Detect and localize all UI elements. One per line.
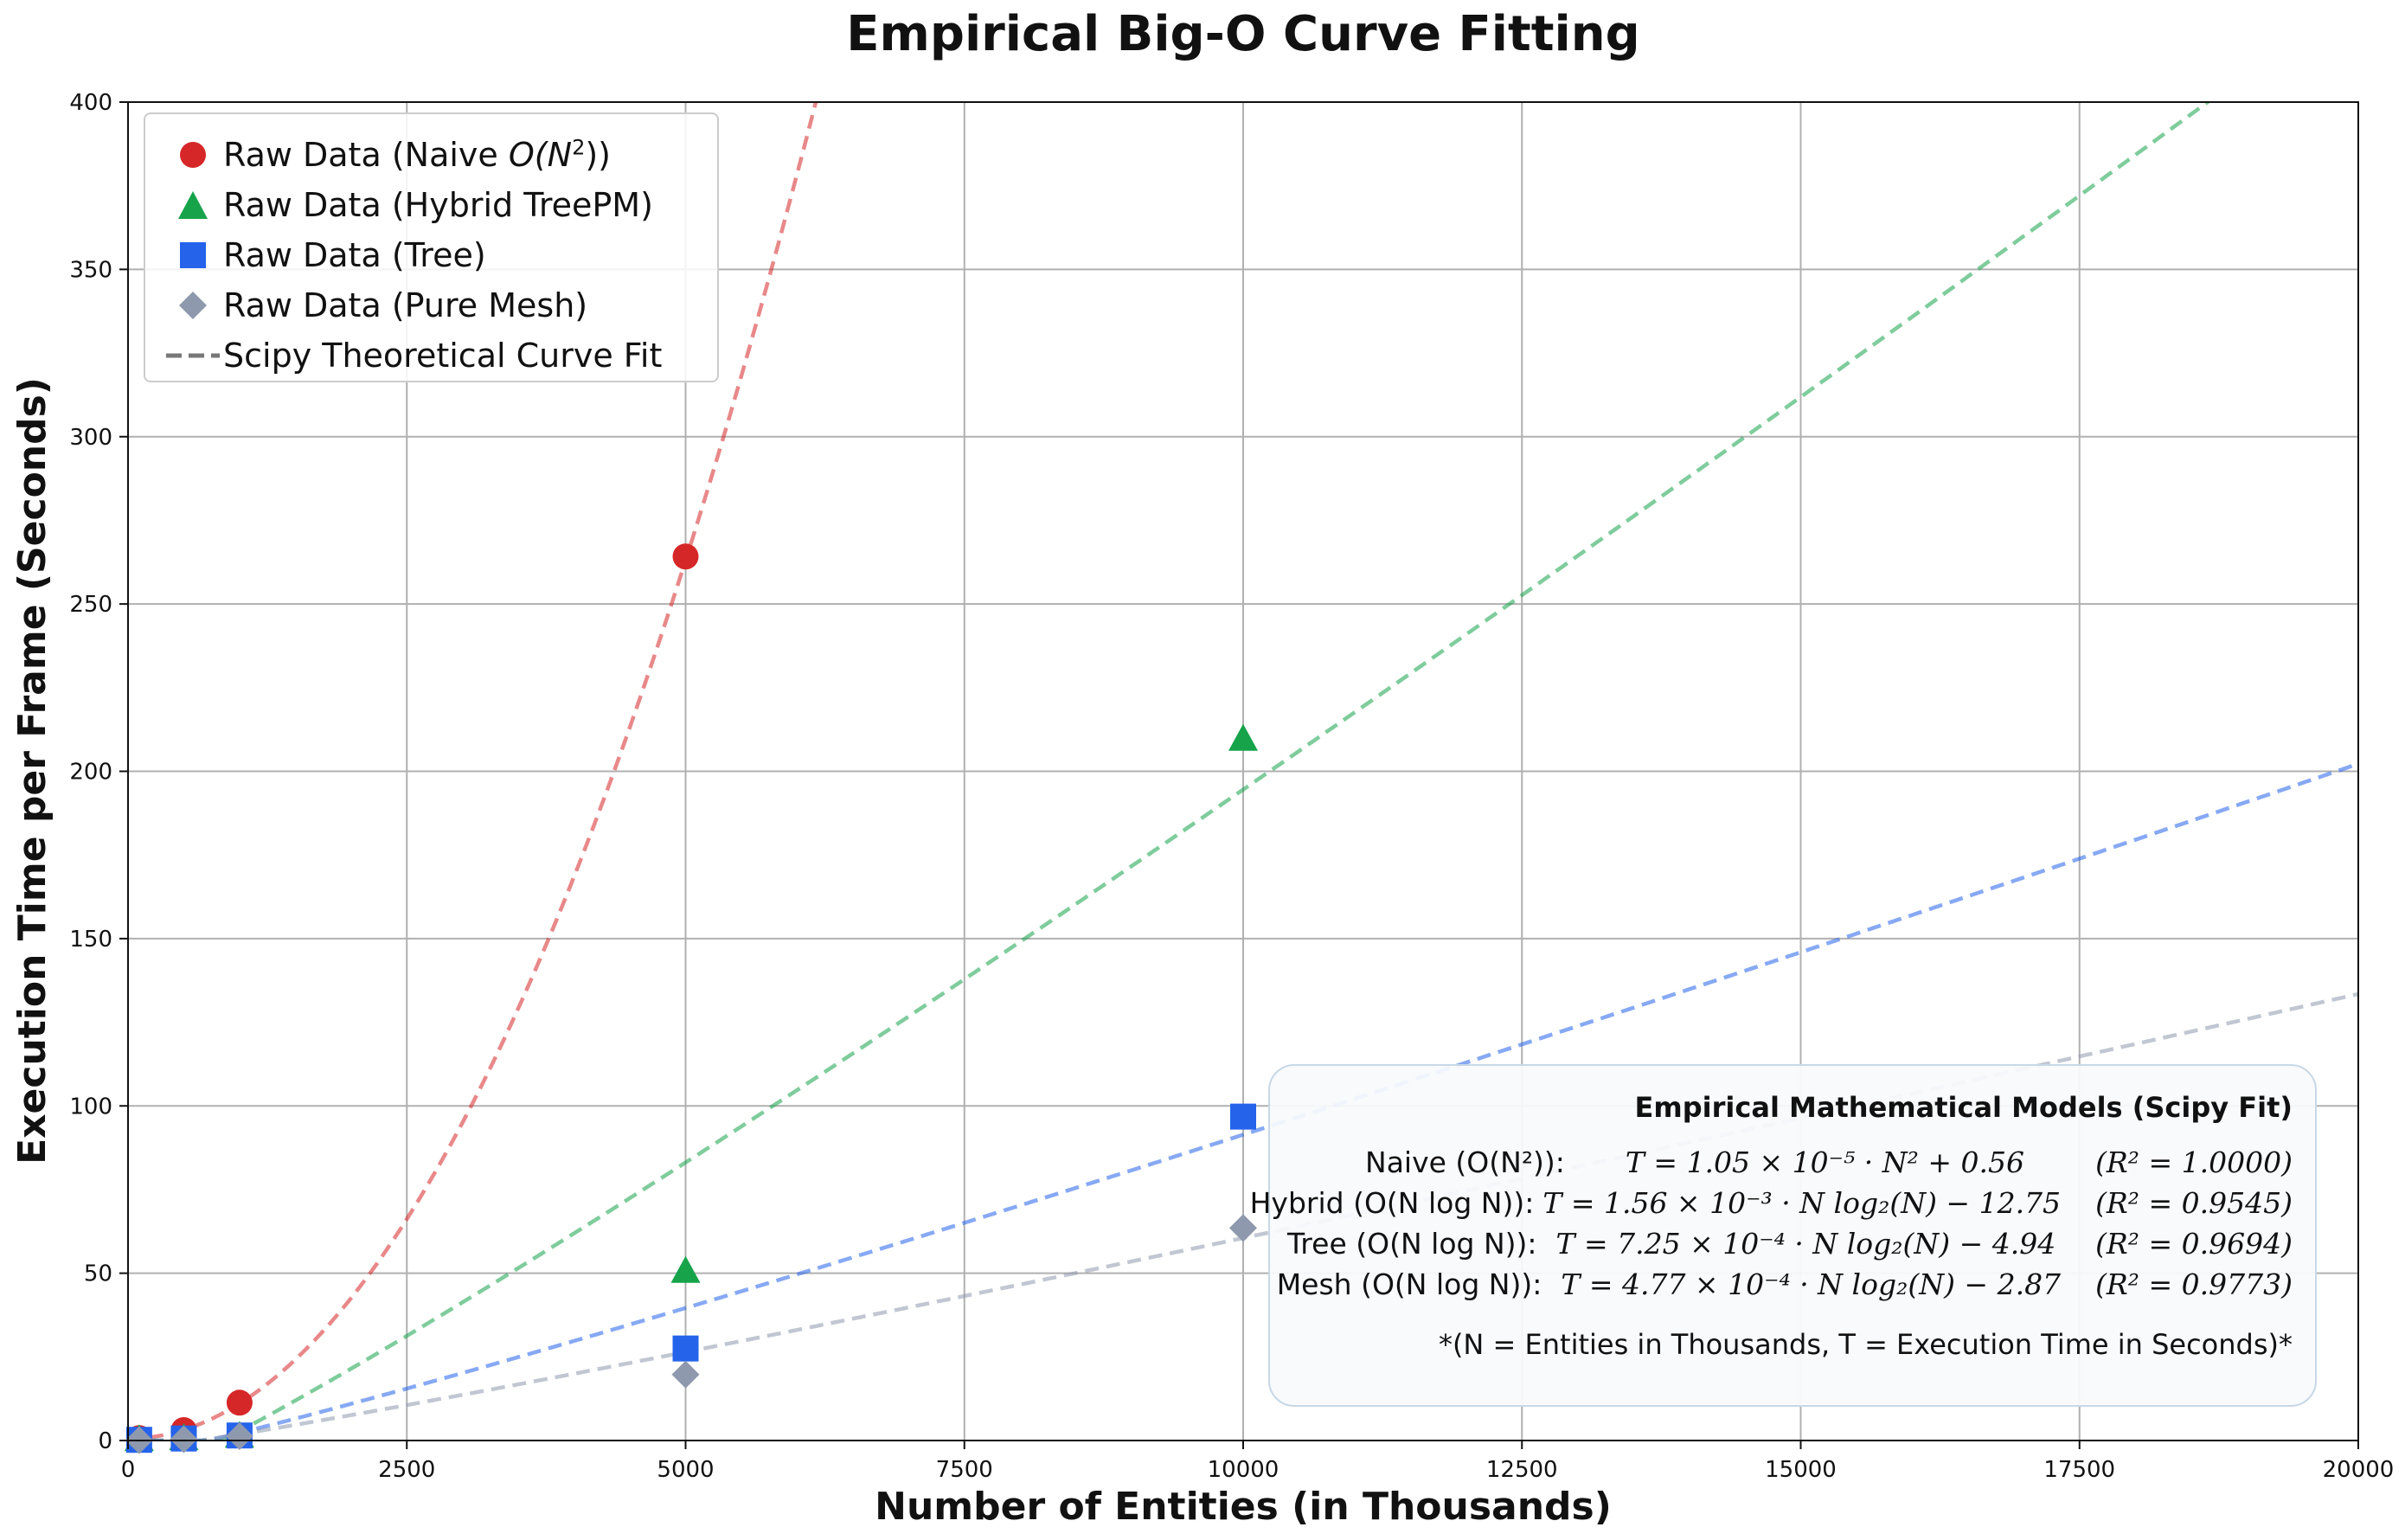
x-tick-label: 17500 <box>2043 1457 2115 1483</box>
fit-curve-2 <box>128 761 2358 1441</box>
model-name-mesh: Mesh (O(N log N)): <box>1276 1267 1542 1301</box>
models-title: Empirical Mathematical Models (Scipy Fit… <box>1634 1091 2293 1124</box>
data-point-diamond <box>1229 1214 1257 1242</box>
data-point-triangle <box>670 1255 701 1283</box>
data-point-diamond <box>170 1425 198 1453</box>
model-name-hybrid: Hybrid (O(N log N)): <box>1249 1186 1535 1220</box>
y-tick-label: 400 <box>69 90 112 116</box>
diamond-marker-icon <box>163 280 223 330</box>
model-equation-mesh: T = 4.77 × 10⁻⁴ · N log₂(N) − 2.87 <box>1561 1267 2062 1301</box>
y-axis-ticks: 0 50 100 150 200 250 300 350 400 <box>69 90 128 1454</box>
model-line-mesh: Mesh (O(N log N)): T = 4.77 × 10⁻⁴ · N l… <box>1277 1264 2293 1305</box>
y-tick-label: 100 <box>69 1094 112 1120</box>
chart-legend: Raw Data (Naive O(N2)) Raw Data (Hybrid … <box>144 112 719 382</box>
legend-label-naive: Raw Data (Naive O(N2)) <box>223 135 611 174</box>
data-point-diamond <box>225 1421 253 1450</box>
x-tick-label: 15000 <box>1765 1457 1837 1483</box>
x-tick-label: 7500 <box>936 1457 993 1483</box>
model-line-naive: Naive (O(N²)): T = 1.05 × 10⁻⁵ · N² + 0.… <box>1287 1142 2293 1183</box>
data-point-square <box>672 1335 699 1362</box>
dashed-line-icon <box>163 330 223 381</box>
y-tick-label: 350 <box>69 257 112 283</box>
model-name-naive: Naive (O(N²)): <box>1365 1145 1565 1179</box>
model-line-hybrid: Hybrid (O(N log N)): T = 1.56 × 10⁻³ · N… <box>1250 1183 2293 1223</box>
x-tick-label: 12500 <box>1486 1457 1558 1483</box>
model-r2-hybrid: (R² = 0.9545) <box>2095 1186 2293 1220</box>
legend-item-hybrid: Raw Data (Hybrid TreePM) <box>163 180 700 230</box>
data-points <box>124 543 1258 1454</box>
model-r2-tree: (R² = 0.9694) <box>2095 1227 2293 1261</box>
models-annotation-box: Empirical Mathematical Models (Scipy Fit… <box>1250 1064 2317 1407</box>
model-equation-tree: T = 7.25 × 10⁻⁴ · N log₂(N) − 4.94 <box>1555 1227 2056 1261</box>
y-tick-label: 250 <box>69 592 112 618</box>
data-point-triangle <box>1228 723 1258 751</box>
fit-curve-1 <box>128 102 2211 1441</box>
legend-item-fit: Scipy Theoretical Curve Fit <box>163 330 700 381</box>
x-tick-label: 2500 <box>378 1457 435 1483</box>
x-axis-label: Number of Entities (in Thousands) <box>875 1485 1612 1529</box>
legend-item-naive: Raw Data (Naive O(N2)) <box>163 130 700 180</box>
x-tick-label: 5000 <box>657 1457 714 1483</box>
y-tick-label: 0 <box>98 1428 112 1454</box>
model-name-tree: Tree (O(N log N)): <box>1287 1227 1537 1261</box>
y-tick-label: 300 <box>69 425 112 451</box>
model-r2-mesh: (R² = 0.9773) <box>2095 1267 2293 1301</box>
model-line-tree: Tree (O(N log N)): T = 7.25 × 10⁻⁴ · N l… <box>1287 1223 2293 1264</box>
legend-label-fit: Scipy Theoretical Curve Fit <box>223 337 663 375</box>
y-axis-label: Execution Time per Frame (Seconds) <box>10 377 55 1165</box>
x-tick-label: 20000 <box>2323 1457 2395 1483</box>
models-footnote: *(N = Entities in Thousands, T = Executi… <box>1438 1328 2293 1361</box>
y-tick-label: 200 <box>69 760 112 786</box>
data-point-diamond <box>671 1360 700 1389</box>
model-r2-naive: (R² = 1.0000) <box>2095 1145 2293 1179</box>
model-equation-naive: T = 1.05 × 10⁻⁵ · N² + 0.56 <box>1625 1145 2024 1179</box>
legend-item-tree: Raw Data (Tree) <box>163 230 700 280</box>
x-axis-ticks: 0 2500 5000 7500 10000 12500 15000 17500 20000 <box>121 1441 2395 1483</box>
fit-curve-0 <box>128 102 818 1441</box>
legend-item-mesh: Raw Data (Pure Mesh) <box>163 280 700 330</box>
square-marker-icon <box>163 230 223 280</box>
circle-marker-icon <box>163 130 223 180</box>
data-point-circle <box>672 543 699 570</box>
y-tick-label: 50 <box>84 1261 112 1287</box>
triangle-marker-icon <box>163 180 223 230</box>
x-tick-label: 10000 <box>1208 1457 1279 1483</box>
y-tick-label: 150 <box>69 927 112 953</box>
chart-title: Empirical Big-O Curve Fitting <box>846 6 1639 62</box>
data-point-square <box>1230 1103 1256 1130</box>
legend-label-tree: Raw Data (Tree) <box>223 236 486 274</box>
legend-label-mesh: Raw Data (Pure Mesh) <box>223 286 588 324</box>
data-point-circle <box>226 1389 253 1416</box>
model-equation-hybrid: T = 1.56 × 10⁻³ · N log₂(N) − 12.75 <box>1542 1186 2062 1220</box>
x-tick-label: 0 <box>121 1457 136 1483</box>
legend-label-hybrid: Raw Data (Hybrid TreePM) <box>223 186 653 224</box>
